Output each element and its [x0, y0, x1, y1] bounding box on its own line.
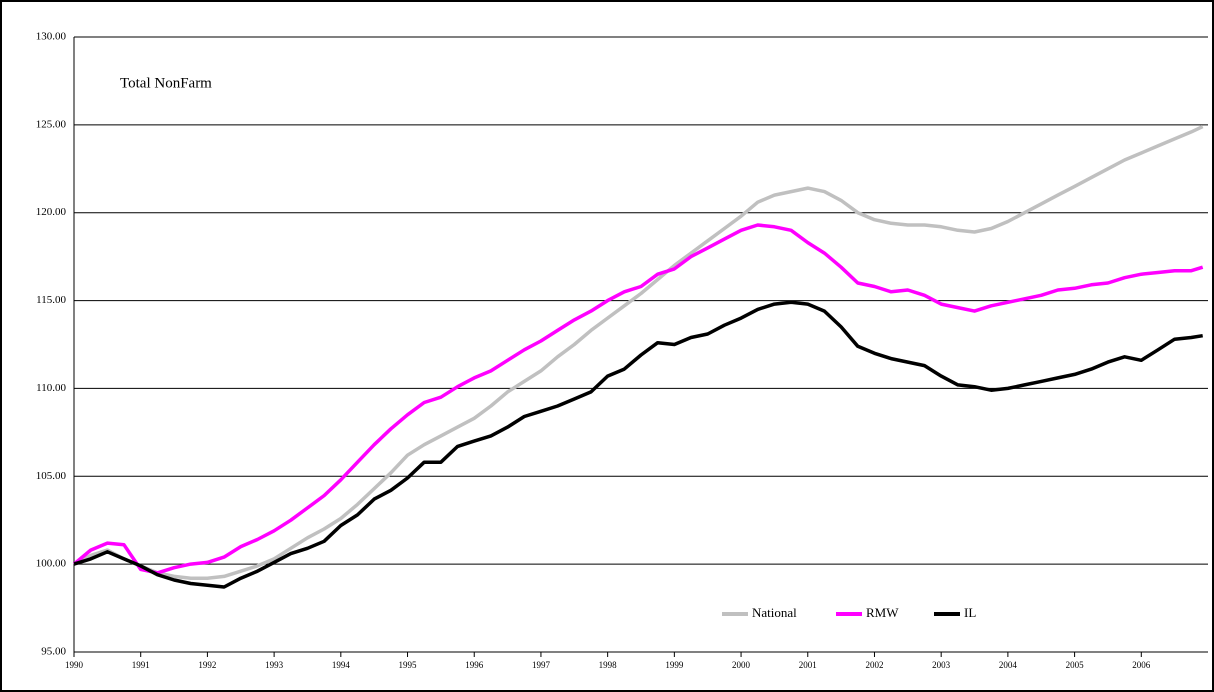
y-tick-label: 125.00 [36, 118, 67, 130]
x-tick-label: 2001 [799, 660, 817, 670]
x-tick-label: 1997 [532, 660, 551, 670]
x-tick-label: 1990 [65, 660, 84, 670]
x-tick-label: 1998 [599, 660, 618, 670]
chart-title: Total NonFarm [120, 75, 212, 91]
legend-label: IL [964, 605, 976, 620]
x-tick-label: 2000 [732, 660, 751, 670]
x-tick-label: 1991 [132, 660, 150, 670]
x-tick-label: 1992 [198, 660, 216, 670]
y-tick-label: 120.00 [36, 206, 67, 218]
legend-label: RMW [866, 605, 899, 620]
x-tick-label: 2006 [1132, 660, 1151, 670]
legend-label: National [752, 605, 797, 620]
y-tick-label: 105.00 [36, 470, 67, 482]
x-tick-label: 2005 [1066, 660, 1085, 670]
x-tick-label: 2002 [865, 660, 883, 670]
x-tick-label: 1999 [665, 660, 684, 670]
y-tick-label: 115.00 [36, 294, 66, 306]
x-tick-label: 1996 [465, 660, 484, 670]
series-line [72, 223, 1204, 575]
y-tick-label: 95.00 [41, 646, 66, 658]
y-tick-label: 110.00 [36, 382, 66, 394]
series-line [73, 125, 1204, 580]
y-tick-label: 130.00 [36, 31, 67, 43]
x-tick-label: 1994 [332, 660, 351, 670]
series-line [73, 300, 1203, 589]
x-tick-label: 1993 [265, 660, 284, 670]
x-tick-label: 2003 [932, 660, 951, 670]
x-tick-label: 1995 [399, 660, 418, 670]
x-tick-label: 2004 [999, 660, 1018, 670]
y-tick-label: 100.00 [36, 558, 67, 570]
